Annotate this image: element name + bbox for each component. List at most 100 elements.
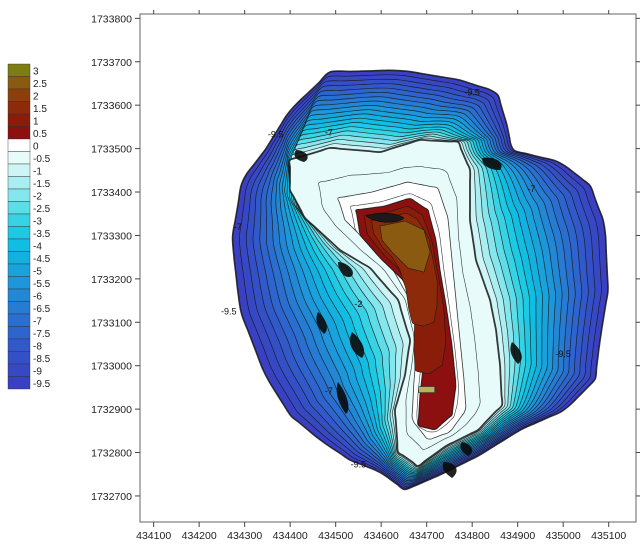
contour-label: -7 [325, 386, 333, 396]
legend-label: -9.5 [33, 379, 51, 390]
contour-label: -9.5 [351, 460, 367, 470]
legend-label: -5 [33, 267, 42, 278]
legend-swatch [7, 288, 31, 302]
legend-label: -1.5 [33, 179, 51, 190]
legend-label: 1 [33, 117, 39, 128]
x-tick-label: 434800 [455, 530, 490, 542]
legend-label: 2 [33, 92, 39, 103]
legend-swatch [7, 376, 31, 390]
x-tick-label: 434600 [364, 530, 399, 542]
legend-swatch [7, 326, 31, 340]
x-tick-label: 434300 [227, 530, 262, 542]
legend-swatch [7, 226, 31, 240]
legend-label: -7.5 [33, 329, 51, 340]
survey-marker [418, 386, 435, 393]
legend-swatch [7, 201, 31, 215]
x-tick-label: 434900 [500, 530, 535, 542]
dark-patch [294, 150, 308, 162]
y-tick-label: 1733600 [91, 100, 132, 112]
y-tick-label: 1733100 [91, 317, 132, 329]
legend-label: -8.5 [33, 354, 51, 365]
x-tick-label: 435100 [591, 530, 626, 542]
dark-patch [316, 312, 327, 334]
legend-swatch [7, 351, 31, 365]
legend-swatch [7, 188, 31, 202]
color-legend: 32.5 21.5 10.5 0-0.5 -1-1.5 -2-2.5 -3-3.5 -4-4.… [7, 63, 51, 390]
contour-fill-layer [231, 69, 609, 491]
y-tick-label: 1733200 [91, 274, 132, 286]
x-tick-label: 435000 [546, 530, 581, 542]
y-tick-label: 1732700 [91, 491, 132, 503]
dark-patch [460, 442, 473, 456]
legend-label: 0 [33, 142, 39, 153]
contour-label: -9.5 [464, 88, 480, 98]
legend-label: -2.5 [33, 204, 51, 215]
contour-label: -9.5 [221, 306, 237, 316]
y-tick-label: 1733300 [91, 230, 132, 242]
dark-patch [349, 332, 365, 358]
legend-label: -6 [33, 292, 42, 303]
legend-swatch [7, 163, 31, 177]
legend-swatch [7, 338, 31, 352]
x-tick-label: 434700 [409, 530, 444, 542]
contour-band [379, 220, 431, 273]
legend-label: 2.5 [33, 79, 47, 90]
legend-swatch [7, 151, 31, 165]
dark-patch [510, 342, 522, 364]
legend-swatch [7, 88, 31, 102]
legend-swatch [7, 126, 31, 140]
legend-label: -7 [33, 317, 42, 328]
legend-swatch [7, 363, 31, 377]
contour-label: -2 [354, 299, 362, 309]
y-tick-label: 1732900 [91, 404, 132, 416]
contour-label-layer: -9.5 -9.5 -7 -7 -7 -2 -9.5 -7 -9.5 -9.5 [221, 88, 571, 470]
dark-patch [442, 462, 457, 478]
legend-label: -9 [33, 367, 42, 378]
legend-swatch [7, 213, 31, 227]
legend-swatch [7, 176, 31, 190]
legend-label: -5.5 [33, 279, 51, 290]
legend-label: -4.5 [33, 254, 51, 265]
legend-swatch [7, 238, 31, 252]
contour-label: -9.5 [268, 130, 284, 140]
legend-swatch [7, 63, 31, 77]
legend-swatch [7, 313, 31, 327]
legend-label: -2 [33, 192, 42, 203]
x-tick-label: 434500 [318, 530, 353, 542]
dark-patch [338, 262, 353, 278]
legend-label: -1 [33, 167, 42, 178]
dark-patch [336, 382, 349, 414]
peak-mark [365, 213, 405, 223]
x-tick-label: 434400 [273, 530, 308, 542]
legend-label: -0.5 [33, 154, 51, 165]
contour-label: -9.5 [555, 349, 571, 359]
legend-label: -6.5 [33, 304, 51, 315]
legend-swatch [7, 101, 31, 115]
y-tick-label: 1733400 [91, 187, 132, 199]
legend-swatch [7, 76, 31, 90]
legend-label: -3.5 [33, 229, 51, 240]
y-tick-label: 1733700 [91, 57, 132, 69]
y-tick-label: 1733000 [91, 361, 132, 373]
legend-label: -8 [33, 342, 42, 353]
contour-label: -7 [325, 128, 333, 138]
dark-patch-layer [294, 150, 522, 478]
y-tick-label: 1733500 [91, 144, 132, 156]
legend-label: -3 [33, 217, 42, 228]
legend-label: 1.5 [33, 104, 47, 115]
legend-swatch [7, 301, 31, 315]
legend-swatch [7, 251, 31, 265]
contour-label: -7 [234, 222, 242, 232]
legend-swatch [7, 138, 31, 152]
legend-label: 3 [33, 67, 39, 78]
y-axis: 1732700 1732800 1732900 1733000 1733100 17332… [91, 13, 640, 503]
legend-label: 0.5 [33, 129, 47, 140]
y-tick-label: 1733800 [91, 13, 132, 25]
y-tick-label: 1732800 [91, 448, 132, 460]
x-axis: 434100 434200 434300 434400 434500 434600 4347… [136, 10, 626, 542]
x-tick-label: 434200 [182, 530, 217, 542]
legend-swatch [7, 113, 31, 127]
dark-patch [482, 157, 502, 170]
